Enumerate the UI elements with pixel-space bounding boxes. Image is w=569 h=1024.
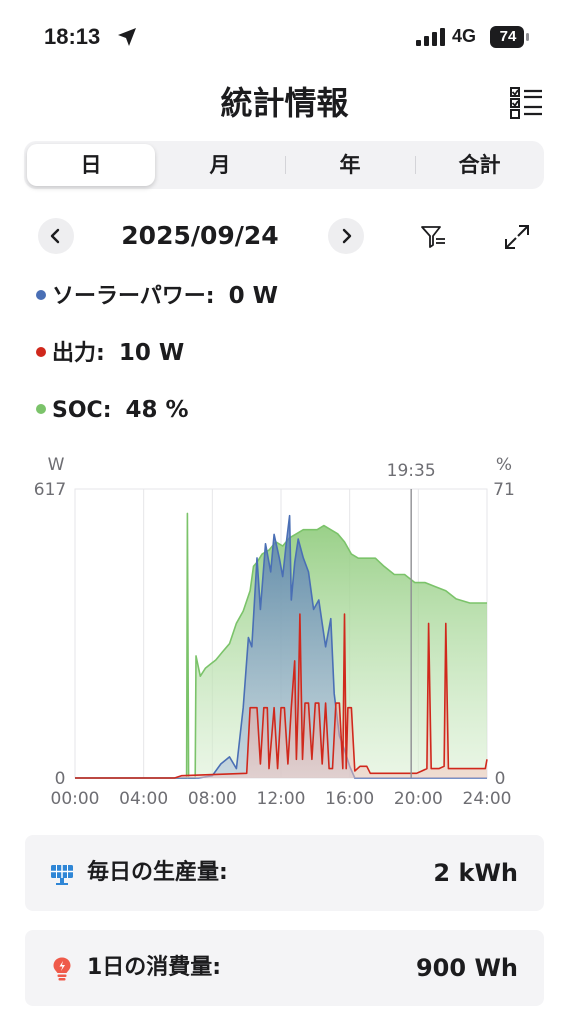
legend-soc-label: SOC: — [52, 398, 112, 423]
legend-output-label: 出力: — [52, 341, 105, 366]
right-tick-label: 71 — [493, 480, 515, 500]
cursor-time-label: 19:35 — [387, 461, 436, 481]
solar-dot — [36, 290, 46, 300]
tab-divider — [285, 156, 286, 174]
x-tick-label: 04:00 — [119, 789, 168, 809]
tab-month[interactable]: 月 — [209, 153, 231, 177]
checklist-icon[interactable] — [508, 86, 544, 120]
battery-level: 74 — [499, 28, 517, 45]
solar-panel-icon — [51, 865, 73, 885]
tab-day[interactable]: 日 — [27, 144, 155, 186]
next-date-button[interactable] — [328, 218, 364, 254]
tab-total[interactable]: 合計 — [458, 153, 501, 177]
current-date[interactable]: 2025/09/24 — [121, 221, 279, 250]
network-type: 4G — [452, 26, 477, 46]
status-bar: 18:13 4G 74 — [0, 0, 569, 76]
consumption-label: 1日の消費量: — [87, 955, 222, 980]
left-tick-label: 617 — [34, 480, 66, 500]
legend-soc: SOC: 48 % — [36, 393, 189, 427]
tab-year[interactable]: 年 — [339, 153, 361, 177]
chevron-left-icon — [50, 228, 60, 244]
solar-series-area — [75, 515, 487, 778]
x-tick-label: 00:00 — [51, 789, 100, 809]
consumption-value: 900 Wh — [415, 954, 518, 982]
tab-divider — [415, 156, 416, 174]
page-title: 統計情報 — [220, 84, 349, 122]
period-tabs: 日 月 年 合計 — [24, 141, 544, 189]
legend-solar-value: 0 W — [228, 283, 278, 309]
daily-consumption-card: 1日の消費量: 900 Wh — [25, 930, 544, 1006]
chevron-right-icon — [342, 228, 352, 244]
right-axis-unit: % — [496, 455, 512, 475]
daily-production-card: 毎日の生産量: 2 kWh — [25, 835, 544, 911]
lightbulb-icon — [53, 957, 71, 981]
output-series-line — [75, 613, 488, 779]
soc-series-line — [75, 512, 487, 779]
legend-output-value: 10 W — [118, 340, 185, 366]
production-value: 2 kWh — [433, 859, 518, 887]
x-tick-label: 12:00 — [257, 789, 306, 809]
output-dot — [36, 347, 46, 357]
prev-date-button[interactable] — [38, 218, 74, 254]
filter-icon[interactable] — [419, 223, 447, 251]
battery-icon — [490, 26, 529, 48]
x-tick-label: 08:00 — [188, 789, 237, 809]
legend-solar: ソーラーパワー: 0 W — [36, 279, 278, 313]
solar-series-line — [75, 514, 487, 779]
fullscreen-icon[interactable] — [503, 223, 531, 251]
soc-dot — [36, 404, 46, 414]
x-tick-label: 20:00 — [394, 789, 443, 809]
cellular-signal-icon — [416, 28, 445, 46]
legend-output: 出力: 10 W — [36, 336, 184, 370]
left-tick-label: 0 — [55, 769, 66, 789]
production-label: 毎日の生産量: — [87, 860, 228, 885]
legend-soc-value: 48 % — [125, 397, 189, 423]
right-tick-label: 0 — [495, 769, 506, 789]
location-arrow-icon — [118, 28, 136, 46]
status-time: 18:13 — [44, 24, 101, 49]
legend-solar-label: ソーラーパワー: — [52, 284, 215, 309]
x-tick-label: 16:00 — [325, 789, 374, 809]
x-tick-label: 24:00 — [463, 789, 512, 809]
left-axis-unit: W — [48, 455, 65, 475]
